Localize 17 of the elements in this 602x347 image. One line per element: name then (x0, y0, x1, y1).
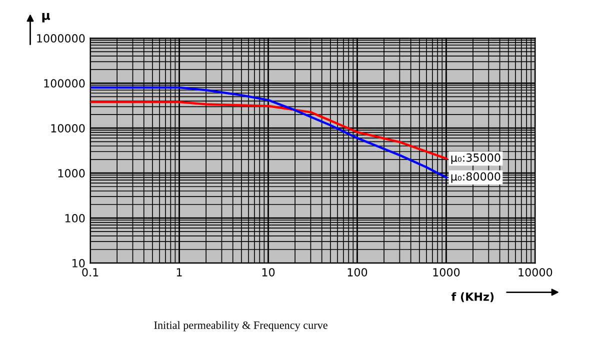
y-tick-label: 1000 (58, 169, 85, 178)
text: Initial permeability & Frequency curve (154, 321, 328, 332)
y-tick-label: 10000 (51, 124, 85, 132)
x-tick-label: 0.1 (82, 268, 98, 276)
x-tick-label: 10 (262, 268, 275, 276)
y-tick-label: 100 (65, 214, 85, 222)
y-axis-title: μ (42, 12, 50, 22)
x-tick-label: 1 (176, 268, 182, 276)
x-tick-label: 1000 (433, 268, 460, 276)
x-axis-title: f (KHz) (451, 292, 494, 302)
annotation: μ₀:80000 (451, 172, 500, 183)
x-tick-label: 100 (348, 268, 368, 276)
y-tick-label: 100000 (44, 79, 85, 88)
annotation: μ₀:35000 (451, 153, 500, 164)
y-tick-label: 10 (72, 259, 85, 268)
x-tick-label: 10000 (518, 268, 552, 276)
y-tick-label: 1000000 (37, 34, 85, 43)
